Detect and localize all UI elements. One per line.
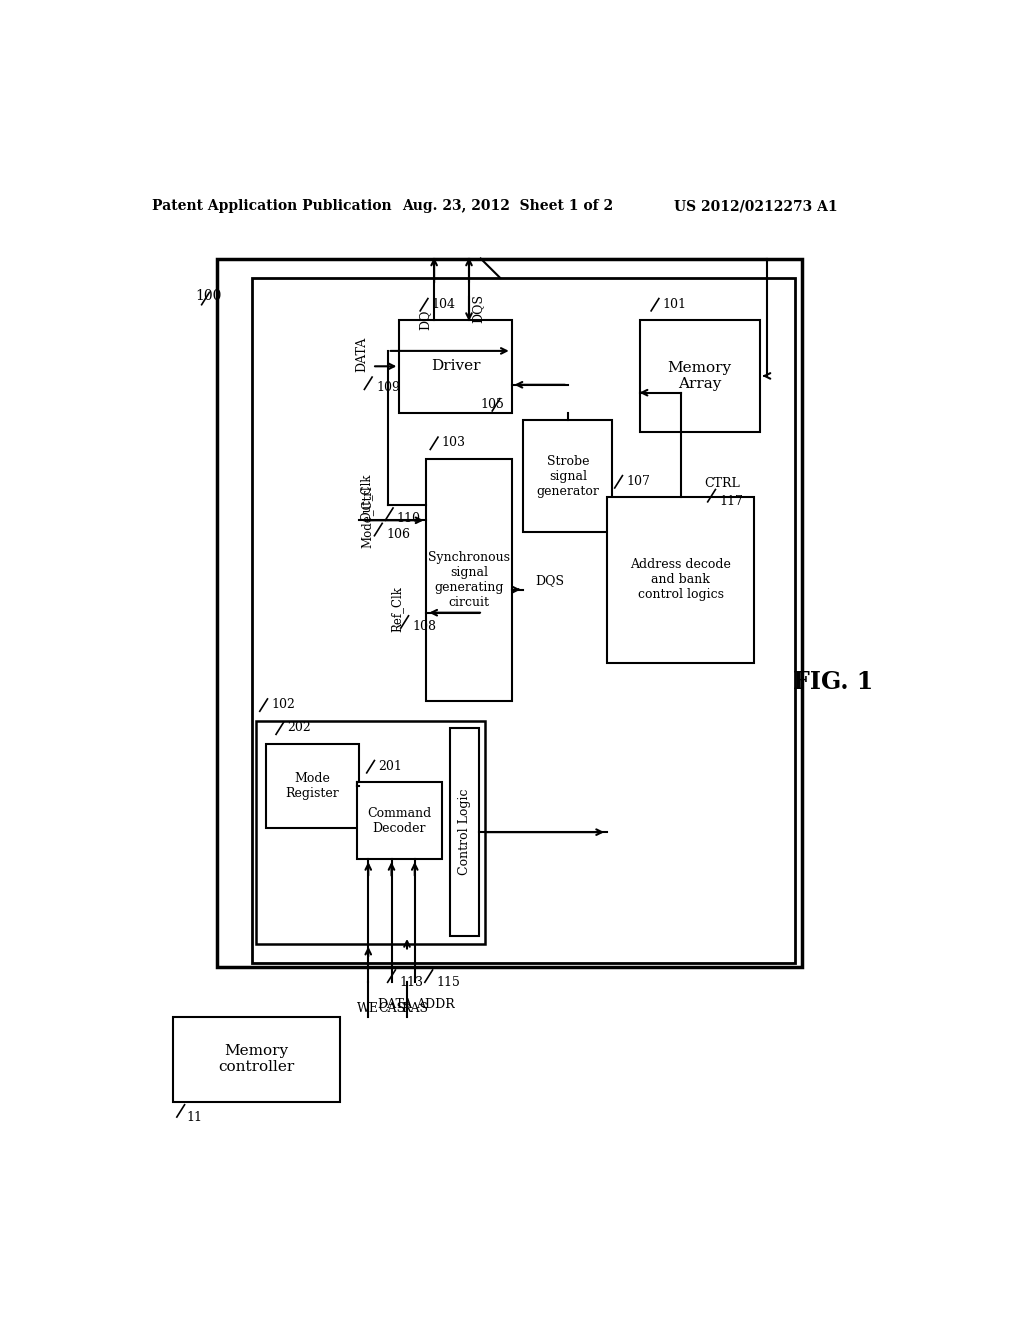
Text: ADDR: ADDR [417, 998, 455, 1011]
Text: 113: 113 [399, 975, 423, 989]
Text: Aug. 23, 2012  Sheet 1 of 2: Aug. 23, 2012 Sheet 1 of 2 [402, 199, 613, 213]
Bar [356, 781, 442, 859]
Text: Driver: Driver [431, 359, 480, 374]
Text: FIG. 1: FIG. 1 [794, 671, 873, 694]
Text: 102: 102 [271, 698, 295, 711]
Text: DQS: DQS [472, 294, 484, 323]
Text: 101: 101 [663, 298, 687, 312]
Text: 110: 110 [397, 512, 421, 525]
Text: 104: 104 [432, 298, 456, 312]
Bar [523, 420, 612, 532]
Text: Synchronous
signal
generating
circuit: Synchronous signal generating circuit [428, 550, 510, 609]
Bar [640, 321, 760, 432]
Bar [173, 1016, 340, 1102]
Text: Address decode
and bank
control logics: Address decode and bank control logics [630, 558, 731, 602]
Text: Ref_Clk: Ref_Clk [390, 586, 403, 632]
Text: WE: WE [357, 1002, 379, 1015]
Text: CTRL: CTRL [703, 477, 739, 490]
Text: 108: 108 [413, 620, 436, 634]
Text: 103: 103 [442, 437, 466, 449]
Text: 105: 105 [480, 397, 504, 411]
Bar [252, 277, 795, 964]
Text: 106: 106 [386, 528, 410, 541]
Text: Memory
Array: Memory Array [668, 360, 731, 391]
Text: 107: 107 [627, 475, 650, 488]
Bar [607, 498, 755, 663]
Text: Memory
controller: Memory controller [218, 1044, 294, 1074]
Text: Mode
Register: Mode Register [286, 772, 339, 800]
Bar [450, 729, 479, 936]
Text: Strobe
signal
generator: Strobe signal generator [537, 454, 599, 498]
Text: RAS: RAS [401, 1002, 428, 1015]
Text: CAS: CAS [378, 1002, 406, 1015]
Text: US 2012/0212273 A1: US 2012/0212273 A1 [674, 199, 838, 213]
Bar [399, 321, 512, 413]
Text: 201: 201 [378, 760, 402, 774]
Bar [256, 721, 484, 944]
Bar [217, 259, 802, 966]
Text: DQ: DQ [419, 310, 431, 330]
Text: 117: 117 [719, 495, 743, 508]
Text: Patent Application Publication: Patent Application Publication [152, 199, 391, 213]
Text: Mode_Ctrl: Mode_Ctrl [360, 486, 374, 548]
Text: Control Logic: Control Logic [458, 789, 471, 875]
Text: Out_Clk: Out_Clk [359, 474, 372, 521]
Text: DQS: DQS [535, 574, 564, 587]
Text: 11: 11 [187, 1110, 203, 1123]
Text: 109: 109 [376, 381, 400, 395]
Text: 100: 100 [196, 289, 222, 304]
Text: Command
Decoder: Command Decoder [368, 807, 431, 834]
Bar [426, 459, 512, 701]
Text: DATA: DATA [355, 337, 369, 372]
Bar [266, 743, 359, 829]
Text: 115: 115 [436, 975, 461, 989]
Text: 202: 202 [288, 721, 311, 734]
Text: DATA: DATA [378, 998, 413, 1011]
